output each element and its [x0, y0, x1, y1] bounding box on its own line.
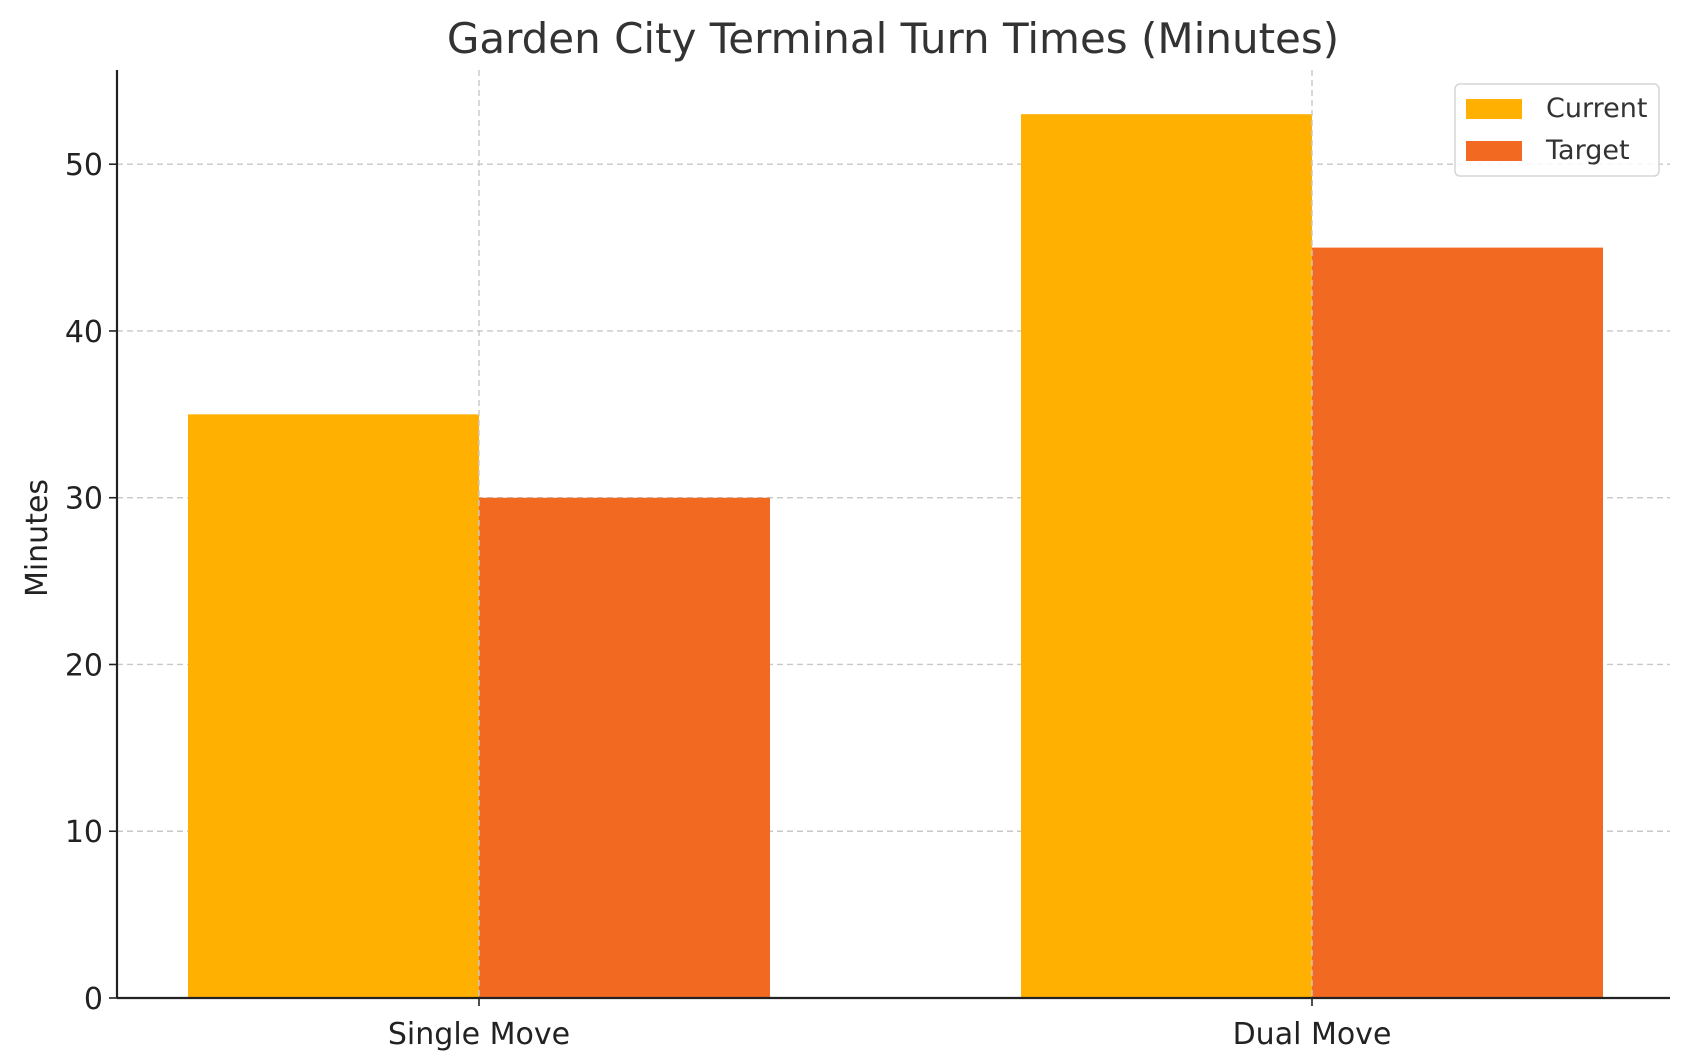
- legend-label-target: Target: [1545, 135, 1630, 166]
- y-tick-label: 50: [65, 148, 103, 183]
- legend: Current Target: [1454, 83, 1660, 177]
- legend-swatch-current: [1466, 99, 1522, 119]
- y-tick-label: 0: [84, 982, 103, 1017]
- axes: [109, 70, 1670, 1006]
- tick-labels: 0 10 20 30 40 50 Single Move Dual Move: [65, 148, 1392, 1052]
- y-tick-label: 10: [65, 815, 103, 850]
- x-tick-label: Single Move: [388, 1017, 570, 1052]
- bar-current-single-move: [188, 414, 479, 999]
- chart-title: Garden City Terminal Turn Times (Minutes…: [447, 14, 1339, 63]
- x-tick-label: Dual Move: [1233, 1017, 1392, 1052]
- bar-target-dual-move: [1312, 247, 1603, 998]
- y-tick-label: 30: [65, 482, 103, 517]
- legend-label-current: Current: [1546, 93, 1647, 124]
- bars: [188, 114, 1603, 999]
- bar-current-dual-move: [1021, 114, 1312, 998]
- y-axis-label: Minutes: [20, 479, 55, 597]
- y-tick-label: 40: [65, 315, 103, 350]
- bar-target-single-move: [479, 497, 770, 998]
- y-tick-label: 20: [65, 648, 103, 683]
- legend-swatch-target: [1466, 141, 1522, 161]
